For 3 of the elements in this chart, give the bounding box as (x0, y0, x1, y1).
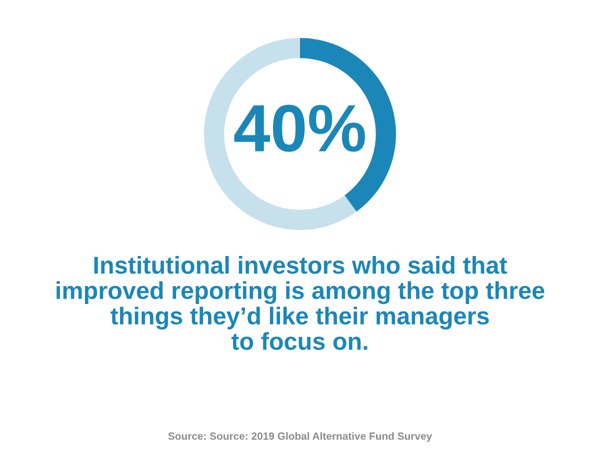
source-note: Source: Source: 2019 Global Alternative Fund Survey (168, 432, 432, 442)
text: Institutional investors who said that improved reporting is among the top three things they’d like their managers to focus on. (56, 256, 544, 350)
data-label: 40% (234, 104, 365, 152)
